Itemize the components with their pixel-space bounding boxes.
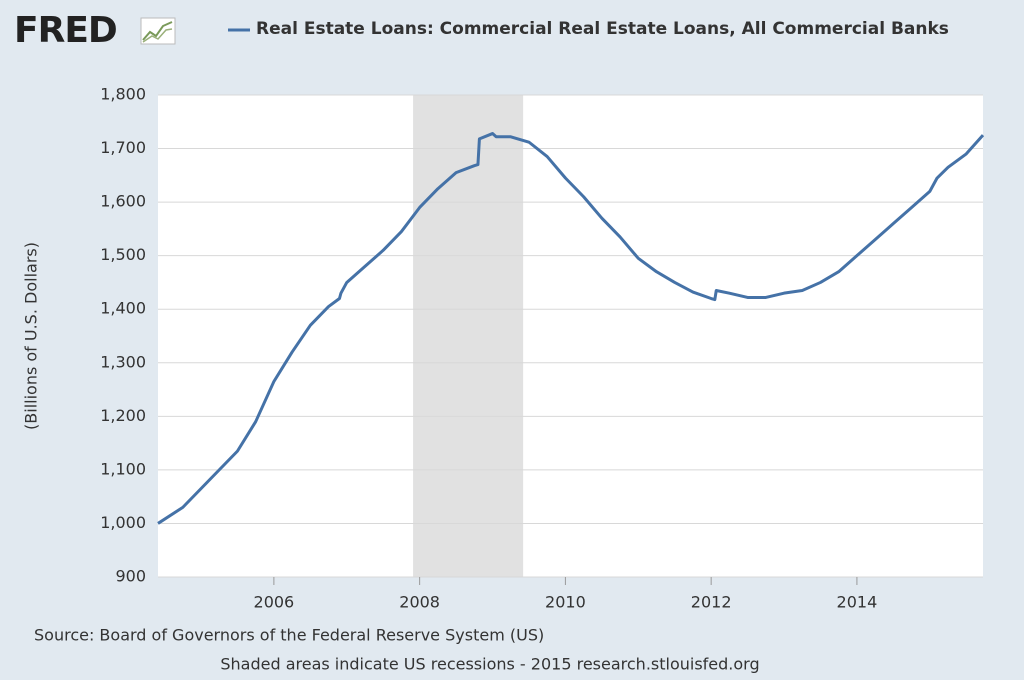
note: Shaded areas indicate US recessions - 20… (220, 655, 759, 674)
logo-icon (140, 17, 176, 45)
data-line (157, 132, 985, 525)
logo: FRED (14, 10, 118, 51)
y-tick-label: 1,500 (100, 245, 146, 264)
plot-area (158, 95, 983, 577)
y-tick-label: 1,000 (100, 513, 146, 532)
x-tick-label: 2012 (691, 593, 732, 612)
y-tick-label: 1,800 (100, 85, 146, 104)
recession-band (413, 95, 524, 577)
legend-entry: Real Estate Loans: Commercial Real Estat… (256, 19, 949, 39)
y-tick-label: 900 (115, 567, 146, 586)
y-axis-label: (Billions of U.S. Dollars) (22, 242, 41, 430)
y-tick-label: 1,700 (100, 138, 146, 157)
y-tick-label: 1,400 (100, 299, 146, 318)
x-tick-label: 2008 (399, 593, 440, 612)
y-tick-label: 1,200 (100, 406, 146, 425)
source: Source: Board of Governors of the Federa… (34, 626, 544, 645)
y-tick-label: 1,100 (100, 459, 146, 478)
y-tick-label: 1,300 (100, 352, 146, 371)
x-tick-label: 2010 (545, 593, 586, 612)
x-tick-label: 2006 (254, 593, 295, 612)
y-tick-label: 1,600 (100, 192, 146, 211)
x-tick-label: 2014 (837, 593, 878, 612)
